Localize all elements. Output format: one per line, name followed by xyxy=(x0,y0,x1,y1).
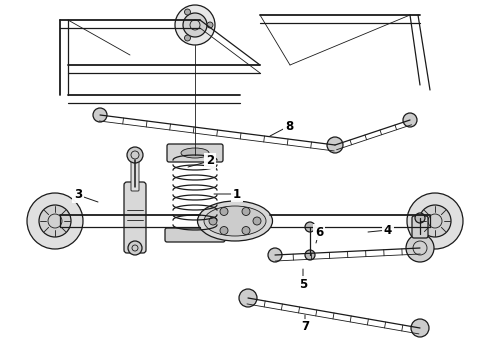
Circle shape xyxy=(242,207,250,216)
Circle shape xyxy=(415,213,425,223)
Circle shape xyxy=(207,22,213,28)
Circle shape xyxy=(127,147,143,163)
Circle shape xyxy=(93,108,107,122)
FancyBboxPatch shape xyxy=(412,216,428,238)
Circle shape xyxy=(406,234,434,262)
Circle shape xyxy=(242,226,250,234)
FancyBboxPatch shape xyxy=(167,144,223,162)
Text: 2: 2 xyxy=(206,154,214,167)
Circle shape xyxy=(268,248,282,262)
Circle shape xyxy=(413,241,427,255)
FancyBboxPatch shape xyxy=(124,182,146,253)
Circle shape xyxy=(39,205,71,237)
Circle shape xyxy=(185,35,191,41)
Circle shape xyxy=(407,193,463,249)
Circle shape xyxy=(411,319,429,337)
Text: 6: 6 xyxy=(315,225,323,238)
Text: 4: 4 xyxy=(384,224,392,237)
Circle shape xyxy=(419,205,451,237)
Ellipse shape xyxy=(181,148,209,158)
Circle shape xyxy=(239,289,257,307)
Circle shape xyxy=(27,193,83,249)
Circle shape xyxy=(220,207,228,216)
Ellipse shape xyxy=(197,201,272,241)
Ellipse shape xyxy=(204,206,266,236)
Circle shape xyxy=(305,250,315,260)
Circle shape xyxy=(327,137,343,153)
Text: 3: 3 xyxy=(74,189,82,202)
Text: 7: 7 xyxy=(301,320,309,333)
Circle shape xyxy=(209,217,217,225)
Text: 8: 8 xyxy=(285,120,293,132)
Circle shape xyxy=(253,217,261,225)
Text: 1: 1 xyxy=(233,188,241,201)
FancyBboxPatch shape xyxy=(165,228,225,242)
Text: 5: 5 xyxy=(299,278,307,291)
Circle shape xyxy=(305,222,315,232)
Circle shape xyxy=(220,226,228,234)
Circle shape xyxy=(183,13,207,37)
Circle shape xyxy=(128,241,142,255)
Circle shape xyxy=(175,5,215,45)
Circle shape xyxy=(185,9,191,15)
Circle shape xyxy=(403,113,417,127)
FancyBboxPatch shape xyxy=(131,159,139,191)
